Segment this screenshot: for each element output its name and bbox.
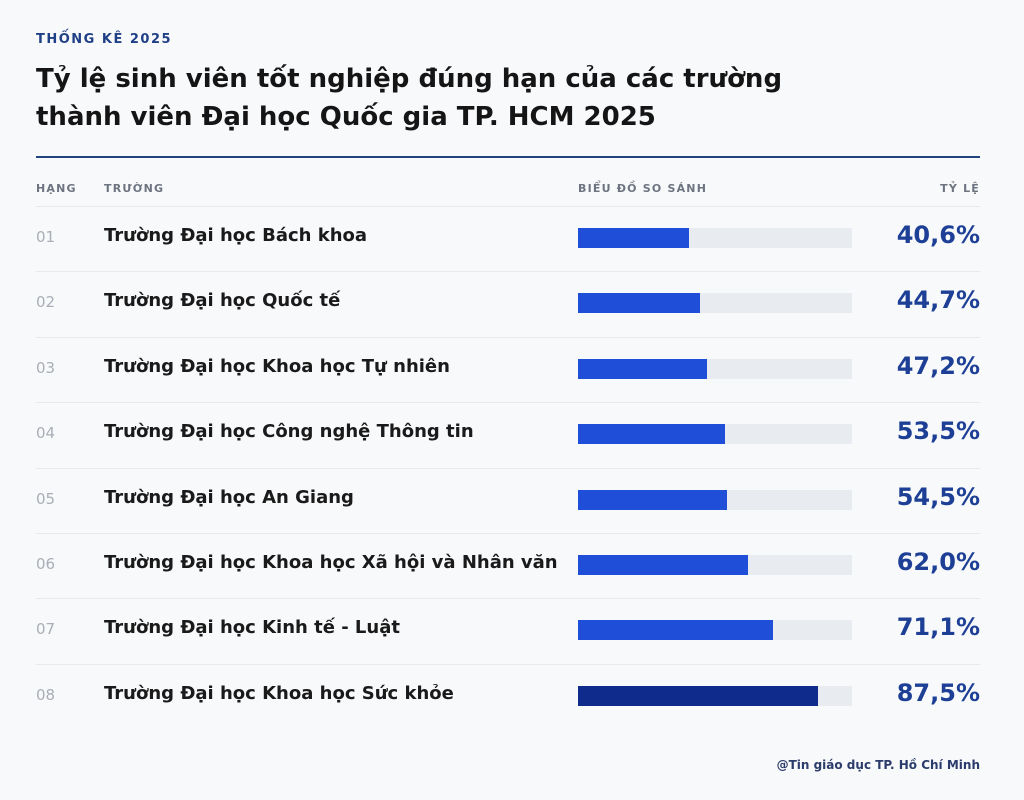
school-name: Trường Đại học Khoa học Xã hội và Nhân v… — [104, 552, 558, 573]
bar — [578, 424, 725, 445]
rate-value: 47,2% — [896, 351, 980, 380]
bar-track — [578, 620, 852, 641]
column-header-chart: BIỂU ĐỒ SO SÁNH — [578, 182, 708, 195]
bar — [578, 293, 701, 314]
source-credit: @Tin giáo dục TP. Hồ Chí Minh — [776, 758, 980, 772]
school-name: Trường Đại học Quốc tế — [104, 290, 341, 312]
row-divider — [36, 336, 980, 338]
table-row: 02 Trường Đại học Quốc tế 44,7% — [36, 271, 980, 335]
bar-track — [578, 489, 852, 510]
table-row: 08 Trường Đại học Khoa học Sức khỏe 87,5% — [36, 663, 980, 728]
bar-track — [578, 555, 852, 575]
title-divider — [36, 156, 980, 158]
rank-number: 05 — [36, 489, 56, 508]
rank-number: 03 — [36, 358, 56, 377]
rank-number: 04 — [36, 424, 56, 443]
rate-value: 71,1% — [896, 613, 980, 642]
rank-number: 06 — [36, 555, 56, 573]
bar — [578, 489, 728, 510]
rate-value: 54,5% — [896, 482, 980, 511]
bar-track — [578, 358, 852, 379]
school-name: Trường Đại học Khoa học Sức khỏe — [104, 682, 454, 704]
bar-track — [578, 685, 852, 706]
rate-value: 62,0% — [896, 548, 980, 576]
table-row: 07 Trường Đại học Kinh tế - Luật 71,1% — [36, 598, 980, 662]
bar-track — [578, 424, 852, 445]
school-name: Trường Đại học Khoa học Tự nhiên — [104, 355, 450, 377]
bar — [578, 620, 773, 641]
rank-number: 07 — [36, 620, 56, 639]
row-divider — [36, 598, 980, 600]
rank-number: 02 — [36, 293, 56, 312]
table-row: 03 Trường Đại học Khoa học Tự nhiên 47,2% — [36, 336, 980, 401]
school-name: Trường Đại học Công nghệ Thông tin — [104, 421, 474, 443]
table-row: 01 Trường Đại học Bách khoa 40,6% — [36, 206, 980, 270]
column-header-rank: HẠNG — [36, 182, 77, 195]
school-name: Trường Đại học An Giang — [104, 486, 354, 508]
column-header-school: TRƯỜNG — [104, 182, 165, 195]
table-row: 06 Trường Đại học Khoa học Xã hội và Nhân… — [36, 533, 980, 597]
school-name: Trường Đại học Bách khoa — [104, 225, 368, 246]
column-header-rate: TỶ LỆ — [940, 182, 980, 195]
row-divider — [36, 402, 980, 404]
rank-number: 08 — [36, 685, 56, 704]
bar — [578, 555, 748, 575]
school-name: Trường Đại học Kinh tế - Luật — [104, 617, 400, 639]
rate-value: 53,5% — [896, 417, 980, 446]
bar-track — [578, 293, 852, 314]
rate-value: 87,5% — [896, 678, 980, 707]
rank-number: 01 — [36, 228, 56, 246]
bar — [578, 358, 708, 379]
rate-value: 40,6% — [896, 221, 980, 249]
row-divider — [36, 467, 980, 469]
kicker-label: THỐNG KÊ 2025 — [36, 32, 173, 47]
bar — [578, 685, 818, 706]
row-divider — [36, 271, 980, 273]
rate-value: 44,7% — [896, 286, 980, 315]
row-divider — [36, 533, 980, 534]
row-divider — [36, 663, 980, 665]
table-row: 04 Trường Đại học Công nghệ Thông tin 53,5… — [36, 402, 980, 466]
table-row: 05 Trường Đại học An Giang 54,5% — [36, 467, 980, 532]
bar-track — [578, 228, 852, 248]
row-divider — [36, 206, 980, 207]
bar — [578, 228, 690, 248]
page-title: Tỷ lệ sinh viên tốt nghiệp đúng hạn của … — [36, 64, 783, 132]
